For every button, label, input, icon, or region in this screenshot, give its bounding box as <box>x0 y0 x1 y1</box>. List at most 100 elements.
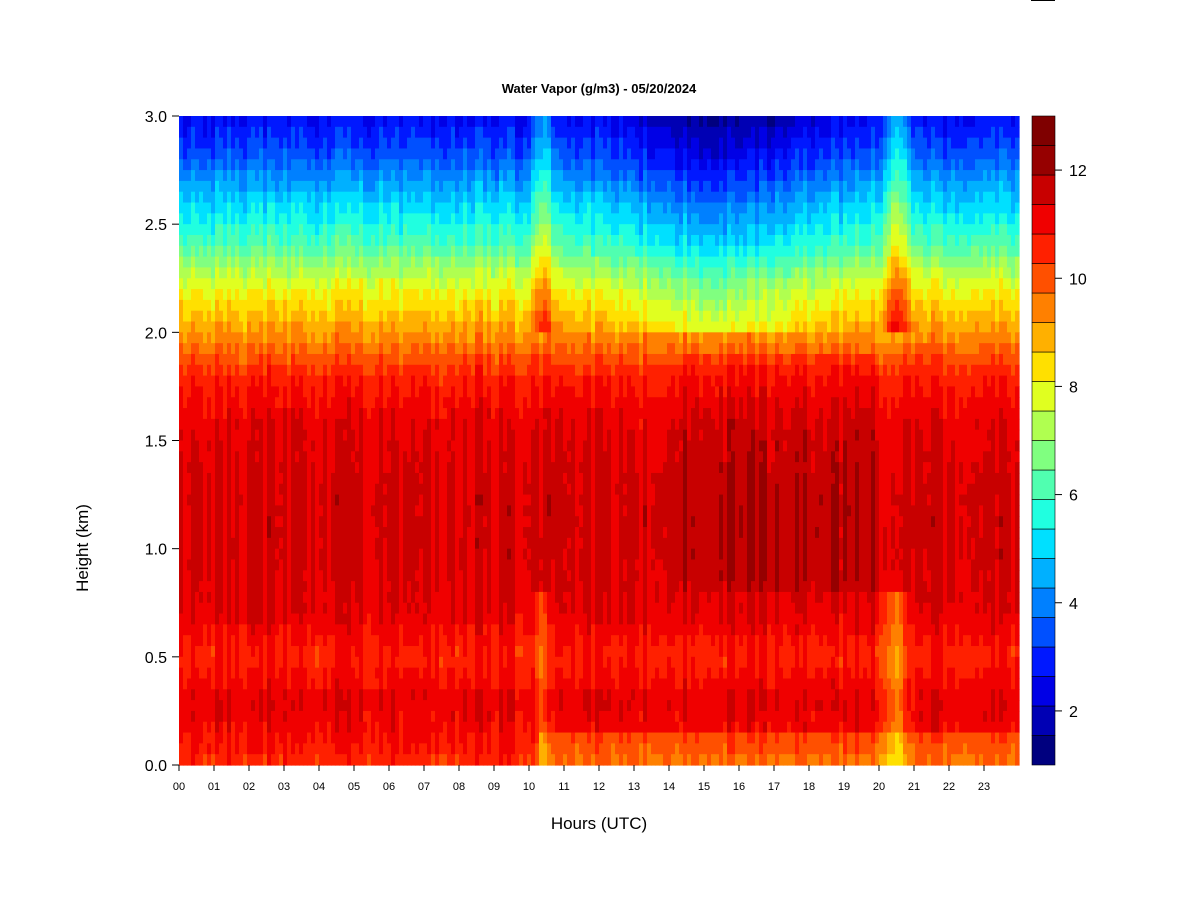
heatmap-cell <box>335 364 340 377</box>
heatmap-cell <box>203 581 208 593</box>
heatmap-cell <box>235 591 240 604</box>
heatmap-cell <box>487 429 492 442</box>
heatmap-cell <box>255 462 260 474</box>
heatmap-cell <box>451 278 456 290</box>
heatmap-cell <box>483 332 488 344</box>
heatmap-cell <box>475 494 480 506</box>
heatmap-cell <box>187 624 192 636</box>
heatmap-cell <box>263 397 268 409</box>
heatmap-cell <box>471 332 476 344</box>
heatmap-cell <box>459 472 464 485</box>
heatmap-cell <box>327 710 332 723</box>
heatmap-cell <box>371 494 376 506</box>
heatmap-cell <box>383 516 388 528</box>
heatmap-cell <box>491 570 496 582</box>
heatmap-cell <box>259 397 264 409</box>
heatmap-cell <box>231 602 236 615</box>
heatmap-cell <box>287 267 292 279</box>
heatmap-cell <box>187 375 192 388</box>
heatmap-cell <box>403 613 408 625</box>
heatmap-cell <box>503 721 508 734</box>
heatmap-cell <box>371 462 376 474</box>
heatmap-cell <box>183 278 188 290</box>
heatmap-cell <box>303 321 308 333</box>
heatmap-cell <box>491 743 496 755</box>
heatmap-cell <box>499 310 504 323</box>
heatmap-cell <box>383 570 388 582</box>
heatmap-cell <box>359 234 364 247</box>
heatmap-cell <box>187 710 192 723</box>
heatmap-cell <box>451 689 456 701</box>
heatmap-cell <box>183 581 188 593</box>
heatmap-cell <box>263 537 268 550</box>
heatmap-cell <box>183 180 188 193</box>
heatmap-cell <box>443 591 448 604</box>
heatmap-cell <box>291 353 296 366</box>
heatmap-cell <box>479 700 484 712</box>
heatmap-cell <box>379 613 384 625</box>
heatmap-cell <box>251 126 256 139</box>
heatmap-cell <box>231 472 236 485</box>
heatmap-cell <box>491 375 496 388</box>
heatmap-cell <box>331 494 336 506</box>
heatmap-cell <box>187 159 192 171</box>
heatmap-cell <box>195 451 200 463</box>
heatmap-cell <box>335 137 340 150</box>
heatmap-cell <box>435 559 440 571</box>
heatmap-cell <box>215 602 220 615</box>
heatmap-cell <box>435 732 440 744</box>
heatmap-cell <box>315 191 320 204</box>
heatmap-cell <box>387 267 392 279</box>
heatmap-cell <box>507 386 512 398</box>
heatmap-cell <box>339 224 344 236</box>
heatmap-cell <box>495 418 500 431</box>
heatmap-cell <box>315 418 320 431</box>
heatmap-cell <box>331 386 336 398</box>
heatmap-cell <box>379 581 384 593</box>
heatmap-cell <box>335 116 340 128</box>
heatmap-cell <box>335 451 340 463</box>
heatmap-cell <box>315 332 320 344</box>
heatmap-cell <box>399 602 404 615</box>
heatmap-cell <box>315 299 320 312</box>
heatmap-cell <box>451 321 456 333</box>
heatmap-cell <box>387 299 392 312</box>
heatmap-cell <box>287 732 292 744</box>
heatmap-cell <box>471 353 476 366</box>
heatmap-cell <box>387 527 392 539</box>
heatmap-cell <box>443 375 448 388</box>
heatmap-cell <box>247 159 252 171</box>
heatmap-cell <box>343 624 348 636</box>
heatmap-cell <box>383 429 388 442</box>
heatmap-cell <box>187 213 192 225</box>
heatmap-cell <box>259 191 264 204</box>
heatmap-cell <box>491 321 496 333</box>
heatmap-cell <box>419 418 424 431</box>
heatmap-cell <box>227 234 232 247</box>
heatmap-cell <box>255 159 260 171</box>
heatmap-cell <box>179 505 184 517</box>
heatmap-cell <box>407 429 412 442</box>
heatmap-cell <box>427 213 432 225</box>
heatmap-cell <box>323 462 328 474</box>
heatmap-cell <box>211 591 216 604</box>
heatmap-cell <box>203 321 208 333</box>
heatmap-cell <box>503 180 508 193</box>
heatmap-cell <box>203 148 208 160</box>
heatmap-cell <box>415 224 420 236</box>
heatmap-cell <box>187 483 192 496</box>
heatmap-cell <box>423 213 428 225</box>
heatmap-cell <box>267 267 272 279</box>
heatmap-cell <box>495 635 500 647</box>
heatmap-cell <box>331 429 336 442</box>
heatmap-cell <box>371 505 376 517</box>
heatmap-cell <box>355 462 360 474</box>
heatmap-cell <box>211 278 216 290</box>
heatmap-cell <box>367 581 372 593</box>
heatmap-cell <box>279 213 284 225</box>
heatmap-cell <box>263 451 268 463</box>
heatmap-cell <box>395 732 400 744</box>
heatmap-cell <box>303 116 308 128</box>
heatmap-cell <box>203 700 208 712</box>
heatmap-cell <box>247 310 252 323</box>
